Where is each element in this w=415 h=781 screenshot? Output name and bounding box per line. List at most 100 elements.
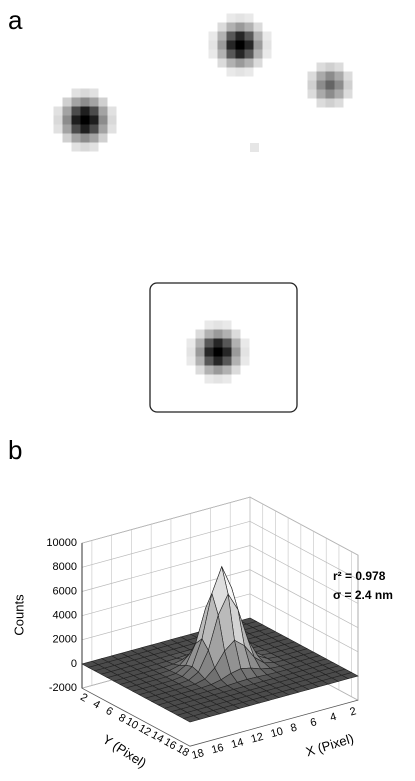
image-pixel xyxy=(244,31,254,41)
y-tick-label: 18 xyxy=(174,743,191,760)
x-axis-label: X (Pixel) xyxy=(304,731,355,760)
y-tick-label: 16 xyxy=(162,736,179,753)
image-pixel xyxy=(107,115,117,125)
image-pixel xyxy=(62,133,72,143)
image-pixel xyxy=(325,98,335,108)
x-tick-label: 12 xyxy=(250,731,265,746)
image-pixel xyxy=(240,356,250,366)
image-pixel xyxy=(89,115,99,125)
image-pixel xyxy=(89,142,99,152)
image-pixel xyxy=(253,58,263,68)
image-pixel xyxy=(244,40,254,50)
image-pixel xyxy=(231,356,241,366)
image-pixel xyxy=(222,329,232,339)
image-pixel xyxy=(213,347,223,357)
image-pixel xyxy=(62,106,72,116)
image-pixel xyxy=(334,98,344,108)
image-pixel xyxy=(250,143,259,152)
image-pixel xyxy=(195,365,205,375)
image-pixel xyxy=(62,97,72,107)
image-pixel xyxy=(222,356,232,366)
x-tick-label: 10 xyxy=(269,725,284,740)
image-pixel xyxy=(253,40,263,50)
image-pixel xyxy=(307,89,317,99)
z-tick-label: 10000 xyxy=(46,537,77,549)
image-pixel xyxy=(98,106,108,116)
image-pixel xyxy=(244,13,254,23)
z-tick-label: 4000 xyxy=(53,610,77,622)
z-tick-label: 2000 xyxy=(53,634,77,646)
grid-line xyxy=(81,569,359,628)
image-pixel xyxy=(235,67,245,77)
image-pixel xyxy=(253,31,263,41)
image-pixel xyxy=(89,106,99,116)
panel-label: a xyxy=(8,5,23,35)
image-pixel xyxy=(244,67,254,77)
image-pixel xyxy=(213,320,223,330)
x-tick-label: 18 xyxy=(190,747,205,762)
image-pixel xyxy=(222,374,232,384)
y-tick-label: 10 xyxy=(124,715,141,732)
image-pixel xyxy=(343,71,353,81)
image-pixel xyxy=(217,49,227,59)
image-pixel xyxy=(89,133,99,143)
x-tick-label: 8 xyxy=(289,722,298,735)
image-pixel xyxy=(262,49,272,59)
image-pixel xyxy=(262,40,272,50)
image-pixel xyxy=(80,88,90,98)
image-pixel xyxy=(98,115,108,125)
image-pixel xyxy=(325,71,335,81)
image-pixel xyxy=(195,347,205,357)
image-pixel xyxy=(240,347,250,357)
y-tick-label: 8 xyxy=(116,712,127,725)
fit-r2: r² = 0.978 xyxy=(333,569,386,583)
image-pixel xyxy=(53,115,63,125)
image-pixel xyxy=(316,80,326,90)
image-pixel xyxy=(226,22,236,32)
image-pixel xyxy=(71,88,81,98)
image-pixel xyxy=(195,356,205,366)
grid-line xyxy=(81,545,359,604)
image-pixel xyxy=(217,31,227,41)
x-tick-label: 6 xyxy=(309,716,318,729)
image-pixel xyxy=(213,338,223,348)
image-pixel xyxy=(80,115,90,125)
image-pixel xyxy=(235,58,245,68)
image-pixel xyxy=(204,374,214,384)
image-pixel xyxy=(71,115,81,125)
image-pixel xyxy=(217,22,227,32)
image-pixel xyxy=(208,40,218,50)
image-pixel xyxy=(231,338,241,348)
image-pixel xyxy=(235,13,245,23)
image-pixel xyxy=(186,356,196,366)
image-pixel xyxy=(195,329,205,339)
image-pixel xyxy=(226,67,236,77)
image-pixel xyxy=(343,80,353,90)
image-pixel xyxy=(98,124,108,134)
image-pixel xyxy=(231,329,241,339)
image-pixel xyxy=(89,88,99,98)
image-pixel xyxy=(107,106,117,116)
image-pixel xyxy=(62,124,72,134)
y-axis-label: Y (Pixel) xyxy=(100,732,149,771)
image-pixel xyxy=(231,365,241,375)
image-pixel xyxy=(204,356,214,366)
image-pixel xyxy=(213,374,223,384)
y-tick-label: 14 xyxy=(149,729,166,746)
image-pixel xyxy=(222,320,232,330)
image-pixel xyxy=(334,80,344,90)
image-pixel xyxy=(204,347,214,357)
image-pixel xyxy=(80,142,90,152)
surface-cell xyxy=(182,715,201,723)
image-pixel xyxy=(89,124,99,134)
grid-line xyxy=(81,520,359,580)
image-pixel xyxy=(204,320,214,330)
image-pixel xyxy=(334,71,344,81)
image-pixel xyxy=(107,124,117,134)
image-pixel xyxy=(222,365,232,375)
image-pixel xyxy=(217,58,227,68)
x-tick-label: 14 xyxy=(230,736,245,751)
image-pixel xyxy=(89,97,99,107)
image-pixel xyxy=(235,31,245,41)
image-pixel xyxy=(325,80,335,90)
